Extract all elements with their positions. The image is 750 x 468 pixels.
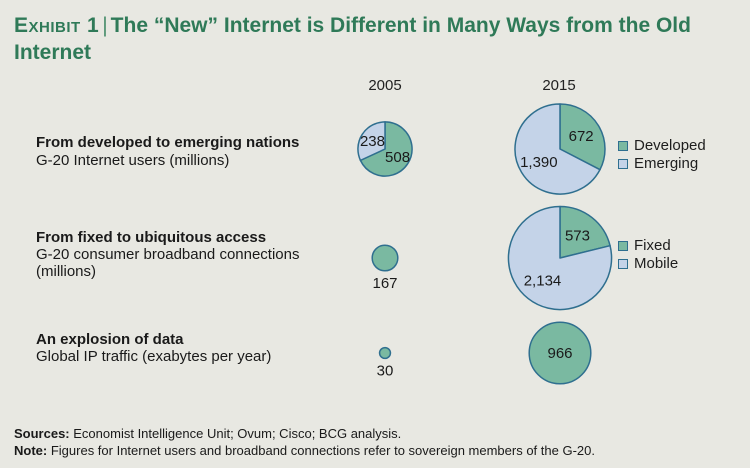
value-label-mobile-r1-2015: 2,134 — [524, 272, 562, 289]
title-text: The “New” Internet is Different in Many … — [14, 14, 691, 64]
legend-swatch-emerging — [618, 158, 628, 169]
value-label-developed-r0-2005: 508 — [385, 149, 410, 166]
slice-mobile-r1-2015 — [507, 205, 613, 311]
legend-users: Developed Emerging — [618, 137, 706, 173]
chart-footer: Sources: Economist Intelligence Unit; Ov… — [14, 425, 595, 459]
slice-developed-r0-2005 — [359, 121, 413, 177]
legend-label-fixed: Fixed — [634, 237, 671, 254]
value-label-r1-2005: 167 — [372, 275, 397, 292]
legend-item-emerging: Emerging — [618, 155, 706, 172]
row-subtitle-data: Global IP traffic (exabytes per year) — [36, 348, 272, 365]
value-label-fixed-r1-2015: 573 — [565, 228, 590, 245]
value-label-emerging-r0-2015: 1,390 — [520, 154, 558, 171]
row-title-access: From fixed to ubiquitous access — [36, 229, 267, 246]
note-line: Note: Figures for Internet users and bro… — [14, 442, 595, 459]
row-title-data: An explosion of data — [36, 331, 184, 348]
legend-swatch-developed — [618, 140, 628, 151]
slice-fixed-r1-2015 — [559, 205, 611, 259]
title-separator: | — [102, 14, 108, 37]
legend-item-mobile: Mobile — [618, 255, 678, 272]
value-label-r2-2005: 30 — [377, 362, 394, 379]
legend-item-fixed: Fixed — [618, 237, 678, 254]
legend-swatch-mobile — [618, 258, 628, 269]
bubble-r1-2005 — [371, 244, 399, 272]
value-label-r2-2015: 966 — [547, 345, 572, 362]
sources-line: Sources: Economist Intelligence Unit; Ov… — [14, 425, 595, 442]
sources-label: Sources: — [14, 426, 70, 441]
row-subtitle-users: G-20 Internet users (millions) — [36, 152, 230, 169]
year-label-2005: 2005 — [368, 77, 402, 94]
bubble-r2-2005 — [378, 346, 392, 360]
row-subtitle-access: G-20 consumer broadband connections (mil… — [36, 246, 300, 280]
legend-label-mobile: Mobile — [634, 255, 679, 272]
legend-access: Fixed Mobile — [618, 237, 678, 273]
legend-item-developed: Developed — [618, 137, 706, 154]
sources-text: Economist Intelligence Unit; Ovum; Cisco… — [73, 426, 402, 441]
note-text: Figures for Internet users and broadband… — [50, 443, 595, 458]
legend-swatch-fixed — [618, 240, 628, 251]
legend-label-emerging: Emerging — [634, 155, 699, 172]
row-title-users: From developed to emerging nations — [36, 134, 300, 151]
bubble-r2-2015 — [528, 321, 592, 385]
slice-developed-r0-2015 — [559, 103, 606, 171]
value-label-emerging-r0-2005: 238 — [360, 133, 385, 150]
slice-emerging-r0-2015 — [514, 103, 601, 195]
note-label: Note: — [14, 443, 48, 458]
chart-title: Exhibit 1 | The “New” Internet is Differen… — [14, 12, 734, 66]
slice-emerging-r0-2005 — [357, 121, 386, 162]
legend-label-developed: Developed — [634, 137, 706, 154]
value-label-developed-r0-2015: 672 — [569, 128, 594, 145]
exhibit-label: Exhibit 1 — [14, 14, 100, 37]
year-label-2015: 2015 — [542, 77, 576, 94]
